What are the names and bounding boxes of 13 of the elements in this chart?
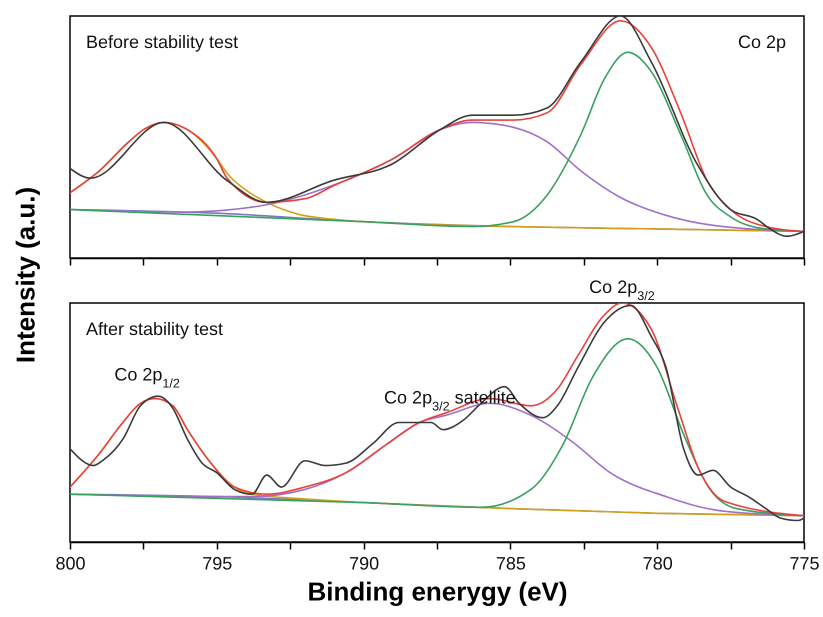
y-axis-title: Intensity (a.u.) <box>10 186 42 364</box>
x-tick-label: 790 <box>349 554 380 574</box>
annotation: Co 2p$_{1/2}$ <box>114 364 180 391</box>
x-tick-label: 780 <box>642 554 673 574</box>
annotation: Co 2p$_{3/2}$ <box>589 277 655 303</box>
x-tick-label: 800 <box>55 554 86 574</box>
annotation: Co 2p <box>738 32 786 52</box>
x-tick-label: 775 <box>789 554 820 574</box>
x-tick-label: 785 <box>496 554 526 574</box>
x-tick-label: 795 <box>202 554 232 574</box>
annotation: After stability test <box>86 319 224 339</box>
annotation: Before stability test <box>86 32 238 52</box>
x-axis-title: Binding enerygy (eV) <box>307 576 568 606</box>
